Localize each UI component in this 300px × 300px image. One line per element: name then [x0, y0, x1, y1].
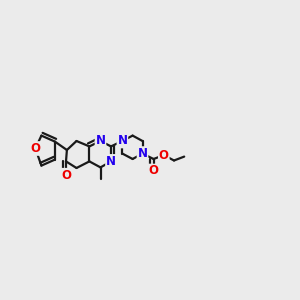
Text: O: O — [148, 164, 159, 178]
Text: N: N — [137, 147, 148, 160]
Text: N: N — [95, 134, 106, 148]
Text: O: O — [30, 142, 40, 155]
Text: N: N — [117, 134, 128, 148]
Text: O: O — [159, 148, 169, 162]
Text: N: N — [106, 155, 116, 168]
Text: O: O — [61, 169, 71, 182]
